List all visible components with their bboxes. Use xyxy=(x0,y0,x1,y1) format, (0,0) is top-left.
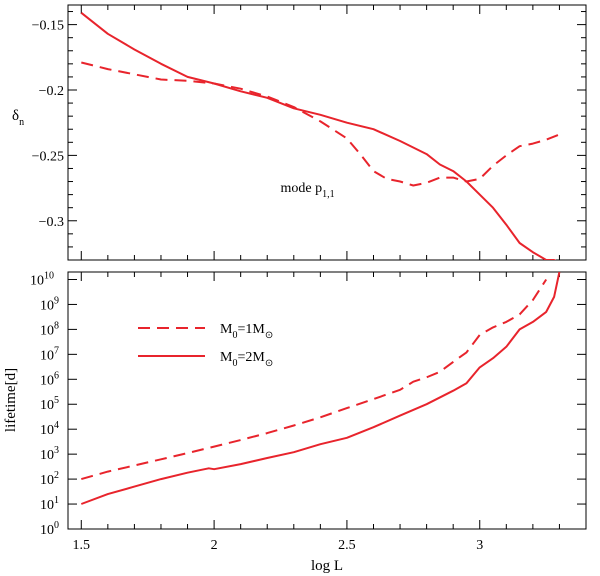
bottom-y-tick-label: 106 xyxy=(40,370,59,388)
bottom-panel-ticks: 1.5 2 2.5 310010110210310410510610710810910… xyxy=(30,270,586,553)
bottom-y-tick-label: 100 xyxy=(40,520,59,538)
bottom-y-tick-label: 107 xyxy=(40,345,59,363)
top-y-tick-label: −0.15 xyxy=(32,19,64,34)
bottom-series-dashed xyxy=(81,278,548,481)
bottom-y-tick-exponent: 2 xyxy=(54,470,59,481)
bottom-y-tick-label: 103 xyxy=(40,445,59,463)
bottom-panel: 1.5 2 2.5 310010110210310410510610710810910… xyxy=(3,270,587,574)
top-panel: −0.15 −0.2 −0.25 −0.3 δn mode p1,1 xyxy=(12,4,587,261)
top-panel-ticks: −0.15 −0.2 −0.25 −0.3 xyxy=(32,5,586,261)
top-series-solid xyxy=(80,12,557,260)
x-tick-label: 2 xyxy=(211,538,218,553)
bottom-y-tick-exponent: 6 xyxy=(54,370,59,381)
bottom-y-tick-exponent: 1 xyxy=(54,495,59,506)
bottom-series-solid xyxy=(80,272,561,505)
top-y-tick-label: −0.3 xyxy=(39,215,64,230)
bottom-y-tick-exponent: 9 xyxy=(54,295,59,306)
legend-label-dashed: M0=1M⊙ xyxy=(220,322,273,341)
bottom-panel-series xyxy=(80,272,561,505)
bottom-y-tick-exponent: 4 xyxy=(54,420,59,431)
bottom-y-tick-label: 102 xyxy=(40,470,59,488)
legend: M0=1M⊙ M0=2M⊙ xyxy=(138,322,273,369)
top-panel-series xyxy=(80,12,560,260)
x-axis-title: log L xyxy=(311,558,343,574)
x-tick-label: 2.5 xyxy=(338,538,356,553)
x-tick-label: 1.5 xyxy=(73,538,91,553)
top-y-tick-label: −0.25 xyxy=(32,149,64,164)
bottom-y-tick-exponent: 0 xyxy=(54,520,59,531)
mode-annotation: mode p1,1 xyxy=(281,181,335,200)
legend-label-solid: M0=2M⊙ xyxy=(220,350,273,369)
bottom-y-tick-exponent: 8 xyxy=(54,320,59,331)
bottom-y-axis-title: lifetime[d] xyxy=(3,368,19,432)
bottom-panel-frame xyxy=(67,271,587,530)
top-y-axis-title: δn xyxy=(12,108,24,128)
bottom-y-tick-label: 109 xyxy=(40,295,59,313)
top-panel-frame xyxy=(67,4,587,261)
bottom-y-tick-exponent: 3 xyxy=(54,445,59,456)
top-series-dashed xyxy=(81,61,560,187)
x-tick-label: 3 xyxy=(476,538,483,553)
bottom-y-tick-exponent: 5 xyxy=(54,395,59,406)
bottom-y-tick-exponent: 10 xyxy=(44,270,54,281)
bottom-y-tick-label: 105 xyxy=(40,395,59,413)
bottom-y-tick-label: 1010 xyxy=(30,270,54,288)
bottom-y-tick-exponent: 7 xyxy=(54,345,59,356)
bottom-y-tick-label: 108 xyxy=(40,320,59,338)
bottom-y-tick-label: 104 xyxy=(40,420,59,438)
bottom-y-tick-label: 101 xyxy=(40,495,59,513)
top-y-tick-label: −0.2 xyxy=(39,84,64,99)
